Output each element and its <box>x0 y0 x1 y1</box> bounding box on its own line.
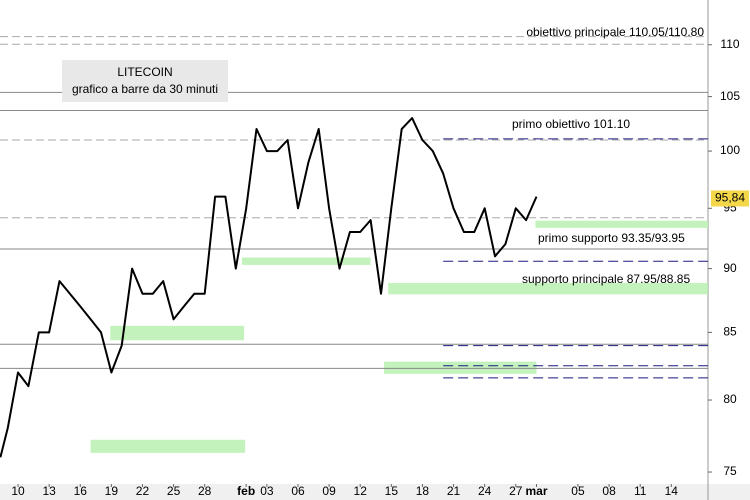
support-zone <box>384 361 537 374</box>
x-tick-label: mar <box>525 484 547 498</box>
x-tick-label: 11 <box>634 484 647 498</box>
x-tick-label: 15 <box>385 484 399 498</box>
y-tick-label: 75 <box>723 464 737 478</box>
x-tick-label: 14 <box>665 484 679 498</box>
y-tick-label: 110 <box>720 37 739 51</box>
x-tick-label: 13 <box>42 484 56 498</box>
x-tick-label: 18 <box>416 484 430 498</box>
x-tick-label: 16 <box>74 484 88 498</box>
x-tick-label: 10 <box>11 484 25 498</box>
chart-subtitle: grafico a barre da 30 minuti <box>72 82 218 96</box>
last-price-tag <box>711 190 749 207</box>
y-tick-label: 85 <box>723 325 737 339</box>
last-price-label: 95,84 <box>715 191 745 205</box>
x-tick-label: 06 <box>291 484 305 498</box>
plot <box>0 36 708 458</box>
annotation: obiettivo principale 110.05/110.80 <box>526 25 704 39</box>
title-box <box>62 60 228 102</box>
x-tick-label: feb <box>237 484 255 498</box>
chart-title: LITECOIN <box>117 65 172 79</box>
x-tick-label: 22 <box>136 484 150 498</box>
price-line <box>0 117 538 458</box>
y-tick-label: 80 <box>723 392 737 406</box>
annotation: supporto principale 87.95/88.85 <box>522 272 690 286</box>
x-tick-label: 21 <box>447 484 461 498</box>
x-tick-label: 03 <box>260 484 274 498</box>
x-tick-label: 05 <box>571 484 585 498</box>
x-tick-label: 12 <box>354 484 368 498</box>
support-zone <box>90 439 246 453</box>
x-tick-label: 28 <box>198 484 212 498</box>
support-zone <box>535 220 708 228</box>
x-tick-label: 08 <box>602 484 616 498</box>
y-tick-label: 90 <box>723 261 737 275</box>
x-tick-label: 25 <box>167 484 181 498</box>
x-tick-label: 09 <box>322 484 336 498</box>
y-tick-label: 100 <box>720 143 740 157</box>
x-tick-label: 27 <box>509 484 523 498</box>
support-zone <box>388 282 708 295</box>
support-zone <box>110 325 245 341</box>
y-tick-label: 105 <box>720 89 740 103</box>
x-tick-label: 24 <box>478 484 492 498</box>
annotation: primo supporto 93.35/93.95 <box>538 231 685 245</box>
x-axis-band <box>0 484 750 500</box>
x-tick-label: 19 <box>105 484 119 498</box>
support-zone <box>242 257 371 265</box>
annotation: primo obiettivo 101.10 <box>512 117 630 131</box>
